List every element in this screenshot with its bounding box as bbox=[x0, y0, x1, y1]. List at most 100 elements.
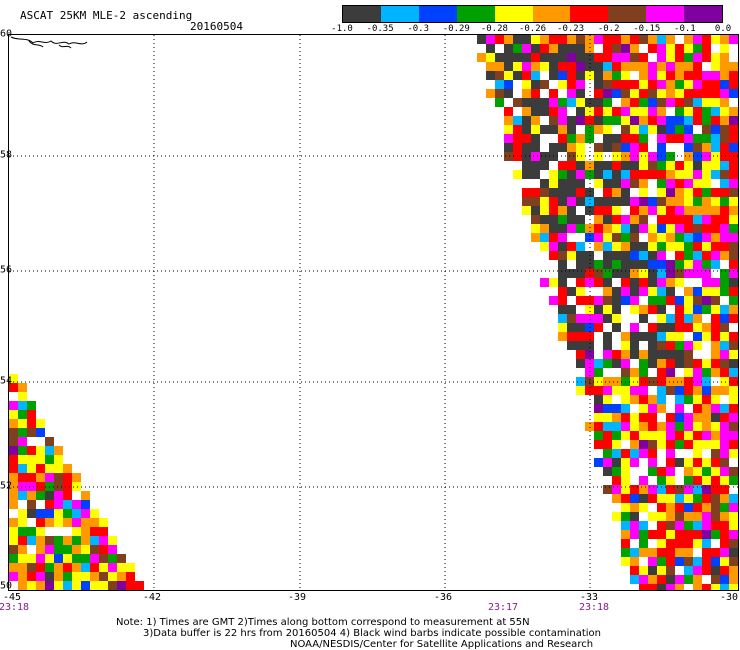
swath-cell bbox=[639, 170, 648, 179]
swath-cell bbox=[684, 305, 693, 314]
swath-cell bbox=[648, 395, 657, 404]
swath-cell bbox=[675, 323, 684, 332]
swath-cell bbox=[54, 518, 63, 527]
swath-cell bbox=[603, 377, 612, 386]
swath-cell bbox=[594, 35, 603, 44]
swath-cell bbox=[594, 323, 603, 332]
swath-cell bbox=[117, 590, 126, 591]
swath-cell bbox=[72, 482, 81, 491]
swath-cell bbox=[684, 107, 693, 116]
swath-cell bbox=[738, 485, 739, 494]
swath-cell bbox=[738, 521, 739, 530]
swath-cell bbox=[648, 332, 657, 341]
swath-cell bbox=[711, 467, 720, 476]
swath-cell bbox=[702, 494, 711, 503]
swath-cell bbox=[612, 404, 621, 413]
swath-cell bbox=[666, 35, 675, 44]
swath-cell bbox=[504, 71, 513, 80]
swath-cell bbox=[729, 116, 738, 125]
swath-cell bbox=[720, 98, 729, 107]
swath-cell bbox=[675, 584, 684, 590]
swath-cell bbox=[684, 314, 693, 323]
swath-cell bbox=[54, 563, 63, 572]
swath-cell bbox=[612, 422, 621, 431]
swath-cell bbox=[657, 260, 666, 269]
swath-cell bbox=[18, 527, 27, 536]
swath-cell bbox=[108, 536, 117, 545]
swath-cell bbox=[630, 494, 639, 503]
color-legend-ticks: -1.0 -0.35 -0.3 -0.29 -0.28 -0.26 -0.23 -0.2 -0.… bbox=[331, 24, 731, 36]
swath-cell bbox=[729, 89, 738, 98]
swath-cell bbox=[9, 428, 18, 437]
swath-cell bbox=[702, 296, 711, 305]
swath-cell bbox=[18, 383, 27, 392]
swath-cell bbox=[603, 71, 612, 80]
swath-cell bbox=[594, 440, 603, 449]
swath-cell bbox=[657, 134, 666, 143]
swath-cell bbox=[72, 518, 81, 527]
swath-cell bbox=[639, 494, 648, 503]
swath-cell bbox=[666, 368, 675, 377]
swath-cell bbox=[72, 590, 81, 591]
swath-cell bbox=[666, 71, 675, 80]
swath-cell bbox=[567, 98, 576, 107]
swath-cell bbox=[9, 446, 18, 455]
swath-cell bbox=[702, 467, 711, 476]
swath-cell bbox=[648, 350, 657, 359]
swath-cell bbox=[648, 476, 657, 485]
swath-cell bbox=[630, 80, 639, 89]
swath-cell bbox=[531, 206, 540, 215]
swath-cell bbox=[549, 62, 558, 71]
swath-cell bbox=[18, 581, 27, 590]
swath-cell bbox=[81, 554, 90, 563]
swath-cell bbox=[720, 188, 729, 197]
swath-cell bbox=[666, 260, 675, 269]
swath-cell bbox=[603, 179, 612, 188]
swath-cell bbox=[594, 404, 603, 413]
swath-cell bbox=[702, 98, 711, 107]
swath-cell bbox=[585, 368, 594, 377]
swath-cell bbox=[117, 554, 126, 563]
swath-cell bbox=[720, 314, 729, 323]
swath-cell bbox=[675, 557, 684, 566]
swath-cell bbox=[522, 170, 531, 179]
swath-cell bbox=[27, 518, 36, 527]
swath-cell bbox=[621, 80, 630, 89]
swath-cell bbox=[117, 563, 126, 572]
swath-cell bbox=[702, 197, 711, 206]
swath-cell bbox=[126, 563, 135, 572]
swath-cell bbox=[99, 572, 108, 581]
swath-cell bbox=[630, 107, 639, 116]
swath-cell bbox=[81, 500, 90, 509]
swath-cell bbox=[585, 404, 594, 413]
swath-cell bbox=[729, 314, 738, 323]
swath-cell bbox=[675, 53, 684, 62]
swath-cell bbox=[648, 341, 657, 350]
swath-cell bbox=[657, 53, 666, 62]
swath-cell bbox=[594, 314, 603, 323]
swath-cell bbox=[585, 305, 594, 314]
swath-cell bbox=[63, 482, 72, 491]
swath-cell bbox=[720, 521, 729, 530]
swath-cell bbox=[567, 197, 576, 206]
swath-cell bbox=[612, 287, 621, 296]
swath-cell bbox=[702, 278, 711, 287]
swath-cell bbox=[549, 251, 558, 260]
swath-cell bbox=[558, 188, 567, 197]
swath-cell bbox=[630, 44, 639, 53]
swath-cell bbox=[711, 521, 720, 530]
swath-cell bbox=[711, 206, 720, 215]
swath-cell bbox=[630, 287, 639, 296]
swath-cell bbox=[657, 44, 666, 53]
swath-cell bbox=[720, 152, 729, 161]
swath-cell bbox=[567, 269, 576, 278]
swath-cell bbox=[666, 350, 675, 359]
swath-cell bbox=[549, 71, 558, 80]
swath-cell bbox=[567, 143, 576, 152]
swath-cell bbox=[720, 584, 729, 590]
swath-cell bbox=[621, 350, 630, 359]
swath-cell bbox=[612, 458, 621, 467]
swath-cell bbox=[684, 116, 693, 125]
legend-swatch bbox=[608, 6, 647, 22]
swath-cell bbox=[729, 296, 738, 305]
